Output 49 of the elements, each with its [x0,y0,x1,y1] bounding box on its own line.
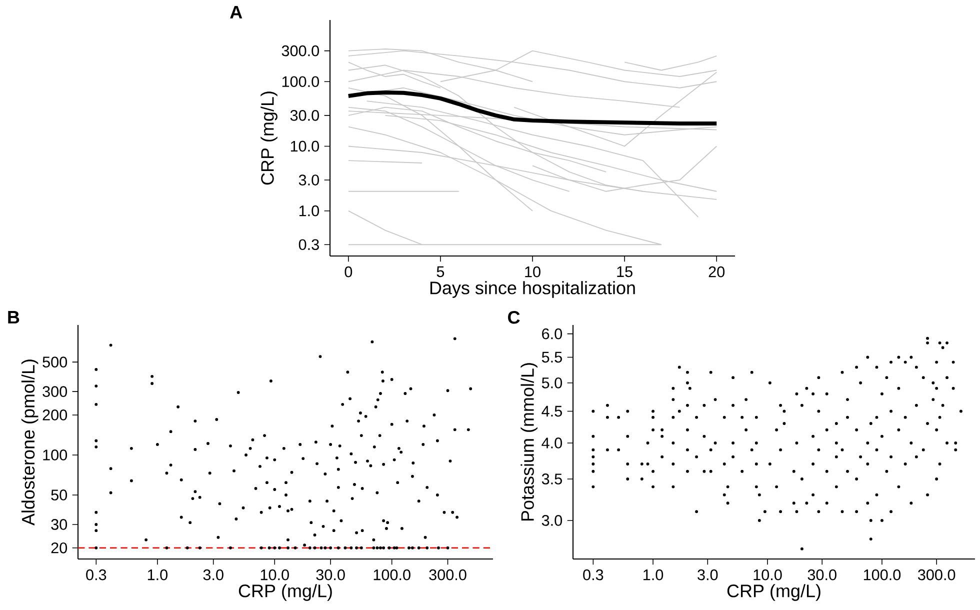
x-tick-label: 0.3 [583,569,604,580]
x-tick-label: 5 [436,266,444,278]
y-tick-label: 30 [51,519,68,530]
y-tick-label: 100.0 [282,76,319,88]
y-tick-label: 3.0 [298,174,319,186]
x-tick-label: 100.0 [374,569,410,580]
x-tick-label: 300.0 [429,569,466,580]
x-axis-title: CRP (mg/L) [238,584,332,601]
y-tick-label: 3.0 [542,515,562,526]
y-tick-label: 5.5 [542,352,562,363]
y-tick-label: 4.5 [542,406,562,417]
y-tick-label: 300.0 [282,45,319,56]
x-tick-label: 10 [525,266,540,278]
x-tick-label: 10.0 [754,569,782,580]
y-tick-label: 100 [43,450,68,460]
x-tick-label: 10.0 [260,569,289,580]
chart-title: C [508,311,520,324]
x-tick-label: 300.0 [918,569,956,580]
y-tick-label: 300 [42,386,68,397]
x-tick-label: 3.0 [698,569,718,580]
x-tick-label: 100.0 [864,569,901,580]
y-tick-label: 3.5 [542,474,562,484]
x-tick-label: 1.0 [148,569,168,580]
x-tick-label: 3.0 [203,569,224,580]
y-axis-title: CRP (mg/L) [260,92,278,185]
y-axis-title: Potassium (mmol/L) [520,363,538,521]
x-tick-label: 30.0 [316,569,345,580]
x-tick-label: 1.0 [644,569,664,580]
y-tick-label: 6.0 [542,328,562,340]
y-tick-label: 200 [42,410,68,420]
y-tick-label: 500 [42,356,68,368]
y-tick-label: 5.0 [542,377,562,388]
y-tick-label: 30.0 [290,110,319,121]
x-tick-label: 0 [344,266,352,278]
x-tick-label: 20 [708,266,725,278]
y-tick-label: 10.0 [290,140,319,152]
x-axis-title: CRP (mg/L) [727,584,820,601]
y-tick-label: 0.3 [298,239,319,250]
x-axis-title: Days since hospitalization [430,281,635,298]
y-tick-label: 50 [51,490,68,500]
y-tick-label: 20 [51,542,68,554]
x-tick-label: 15 [617,266,632,278]
chart-title: A [230,6,242,18]
chart-title: B [8,311,20,324]
x-tick-label: 0.3 [86,569,106,580]
x-tick-label: 30.0 [808,569,836,580]
y-tick-label: 4.0 [542,438,562,448]
y-tick-label: 1.0 [299,205,319,216]
y-axis-title: Aldosterone (pmol/L) [21,360,38,526]
